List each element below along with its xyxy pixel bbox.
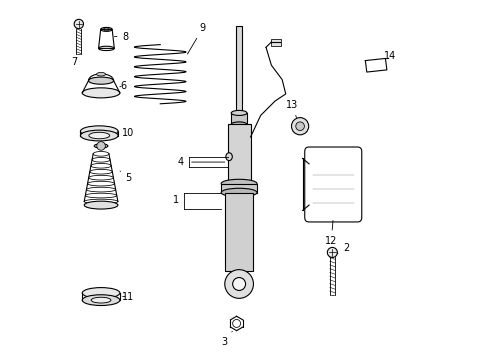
Ellipse shape (225, 153, 232, 161)
Text: 10: 10 (118, 129, 134, 138)
Ellipse shape (84, 201, 118, 209)
Bar (225, 193, 252, 271)
Ellipse shape (96, 72, 105, 76)
Ellipse shape (94, 144, 108, 148)
Ellipse shape (82, 88, 120, 98)
Ellipse shape (231, 111, 246, 116)
Bar (231, 113, 246, 125)
Text: 13: 13 (285, 100, 297, 118)
Bar (221, 184, 257, 193)
Text: 3: 3 (221, 331, 232, 347)
Circle shape (74, 19, 83, 29)
Ellipse shape (231, 122, 246, 127)
Text: 11: 11 (122, 292, 134, 302)
Ellipse shape (82, 288, 120, 298)
Text: 7: 7 (71, 57, 77, 67)
Text: 6: 6 (120, 81, 127, 91)
Text: 9: 9 (187, 23, 205, 54)
Ellipse shape (89, 132, 109, 139)
Text: 4: 4 (177, 157, 183, 167)
Ellipse shape (80, 130, 118, 141)
Ellipse shape (80, 126, 118, 136)
Ellipse shape (221, 188, 257, 197)
Text: 1: 1 (172, 195, 179, 206)
Text: 2: 2 (337, 243, 348, 253)
Text: 14: 14 (384, 51, 396, 61)
Bar (271, 39, 280, 45)
Ellipse shape (101, 27, 112, 31)
Text: 8: 8 (114, 32, 128, 41)
Circle shape (224, 270, 253, 298)
Circle shape (291, 118, 308, 135)
Bar (227, 125, 250, 184)
Circle shape (326, 247, 337, 257)
Bar (235, 26, 242, 114)
Circle shape (97, 141, 105, 150)
Text: 5: 5 (120, 171, 131, 183)
Circle shape (232, 278, 245, 291)
Ellipse shape (82, 295, 120, 306)
Ellipse shape (91, 297, 111, 303)
Ellipse shape (88, 77, 113, 84)
Circle shape (295, 122, 304, 131)
Text: 12: 12 (325, 220, 337, 246)
Ellipse shape (221, 179, 257, 188)
